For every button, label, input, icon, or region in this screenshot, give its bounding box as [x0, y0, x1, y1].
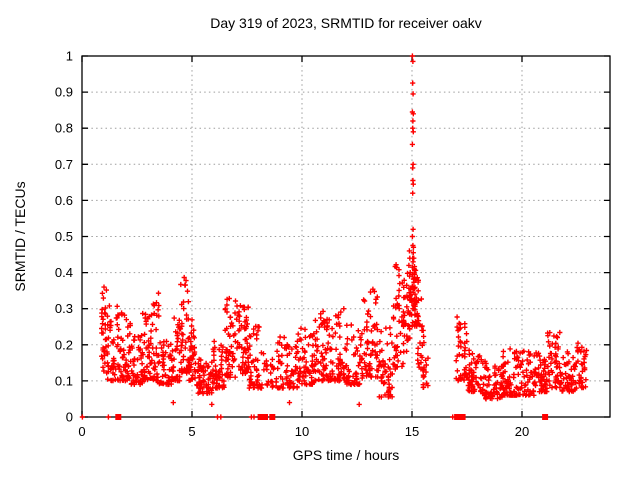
y-tick-label: 0	[66, 410, 73, 425]
y-axis-label: SRMTID / TECUs	[12, 181, 28, 292]
x-tick-label: 5	[188, 424, 195, 439]
zero-square-marker	[542, 414, 549, 420]
y-tick-label: 0.6	[55, 193, 73, 208]
zero-square-marker	[262, 414, 268, 420]
y-tick-label: 0.8	[55, 121, 73, 136]
chart-title: Day 319 of 2023, SRMTID for receiver oak…	[210, 15, 482, 31]
y-tick-label: 0.4	[55, 265, 73, 280]
y-tick-label: 1	[66, 49, 73, 64]
x-tick-label: 10	[295, 424, 309, 439]
y-tick-label: 0.7	[55, 157, 73, 172]
zero-square-marker	[459, 414, 466, 420]
y-tick-label: 0.3	[55, 301, 73, 316]
zero-square-marker	[115, 414, 122, 420]
x-tick-label: 0	[78, 424, 85, 439]
y-tick-label: 0.9	[55, 85, 73, 100]
plot-border	[81, 55, 611, 418]
data-points	[79, 53, 590, 420]
x-tick-label: 20	[515, 424, 529, 439]
zero-square-marker	[269, 414, 276, 420]
y-tick-label: 0.1	[55, 373, 73, 388]
zero-square-marker	[454, 414, 461, 420]
x-tick-label: 15	[405, 424, 419, 439]
y-tick-label: 0.5	[55, 229, 73, 244]
x-axis-label: GPS time / hours	[292, 447, 400, 463]
y-tick-label: 0.2	[55, 337, 73, 352]
